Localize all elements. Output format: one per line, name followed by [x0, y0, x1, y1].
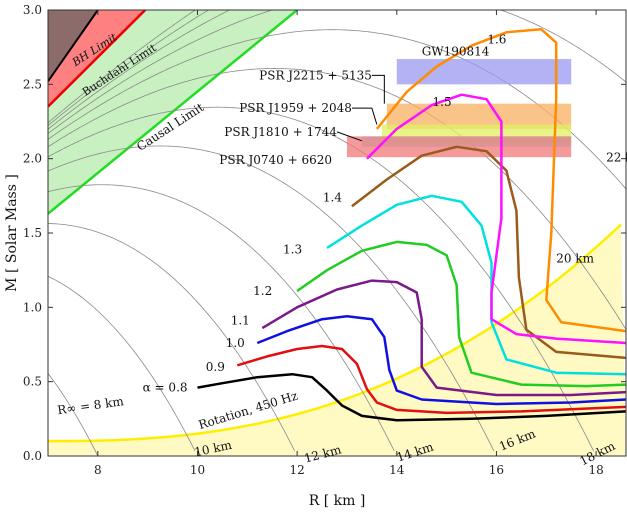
y-tick-label: 0.0 — [23, 449, 42, 463]
series-line — [256, 315, 626, 406]
x-tick-label: 8 — [94, 463, 102, 477]
y-tick-label: 3.0 — [23, 3, 42, 17]
series-label: 1.3 — [283, 242, 302, 256]
x-tick-label: 14 — [389, 463, 405, 477]
observation-label: PSR J2215 + 5135 — [259, 68, 372, 82]
radius-label: 22 km — [606, 151, 627, 165]
iso-radius-curve — [48, 10, 210, 126]
series-label: 1.2 — [253, 284, 272, 298]
x-tick-label: 10 — [190, 463, 205, 477]
x-tick-label: 18 — [588, 463, 603, 477]
radius-label: 20 km — [556, 252, 594, 266]
bh-limit-line — [48, 10, 99, 82]
y-tick-label: 0.5 — [23, 375, 42, 389]
iso-radius-curve — [48, 373, 99, 456]
iso-radius-curve — [48, 10, 231, 130]
y-axis-label: M [ Solar Mass ] — [4, 174, 20, 292]
x-tick-label: 16 — [489, 463, 504, 477]
series-label: 1.0 — [226, 336, 245, 350]
iso-radius-curve — [48, 29, 626, 190]
series-label: 1.6 — [487, 33, 506, 47]
y-tick-label: 2.0 — [23, 152, 42, 166]
label-pointer — [371, 74, 385, 104]
series-line — [375, 28, 626, 333]
series-line — [197, 372, 626, 422]
iso-radius-curve — [48, 68, 626, 330]
y-tick-label: 2.5 — [23, 77, 42, 91]
series-line — [261, 279, 626, 397]
label-pointer — [351, 107, 378, 125]
series-line — [296, 240, 626, 388]
iso-radius-curve — [48, 275, 196, 452]
x-tick-label: 12 — [289, 463, 304, 477]
observation-label: GW190814 — [422, 45, 490, 59]
series-label: 1.4 — [323, 190, 342, 204]
series-line — [236, 344, 626, 415]
rotation-region — [48, 224, 626, 456]
buchdahl-limit-line — [48, 10, 147, 108]
series-line — [366, 93, 626, 345]
x-axis-label: R [ km ] — [309, 493, 366, 509]
iso-radius-curve — [48, 184, 395, 452]
observation-label: PSR J0740 + 6620 — [219, 153, 332, 167]
series-line — [326, 194, 626, 376]
causal-limit-line — [48, 10, 298, 215]
iso-radius-curve — [48, 145, 495, 452]
rotation-boundary-line — [48, 223, 622, 443]
iso-radius-curve — [48, 106, 594, 452]
y-tick-label: 1.5 — [23, 226, 42, 240]
iso-radius-curve — [48, 10, 196, 124]
observation-band — [396, 59, 572, 85]
observation-label: PSR J1959 + 2048 — [239, 101, 352, 115]
series-label: 1.5 — [433, 95, 452, 109]
y-tick-label: 1.0 — [23, 300, 42, 314]
iso-radius-curve — [48, 10, 626, 134]
series-label: 0.9 — [206, 360, 225, 374]
observation-label: PSR J1810 + 1744 — [224, 125, 337, 139]
label-pointer — [336, 131, 363, 142]
series-label: 1.1 — [231, 314, 250, 328]
series-label: α = 0.8 — [143, 381, 188, 395]
